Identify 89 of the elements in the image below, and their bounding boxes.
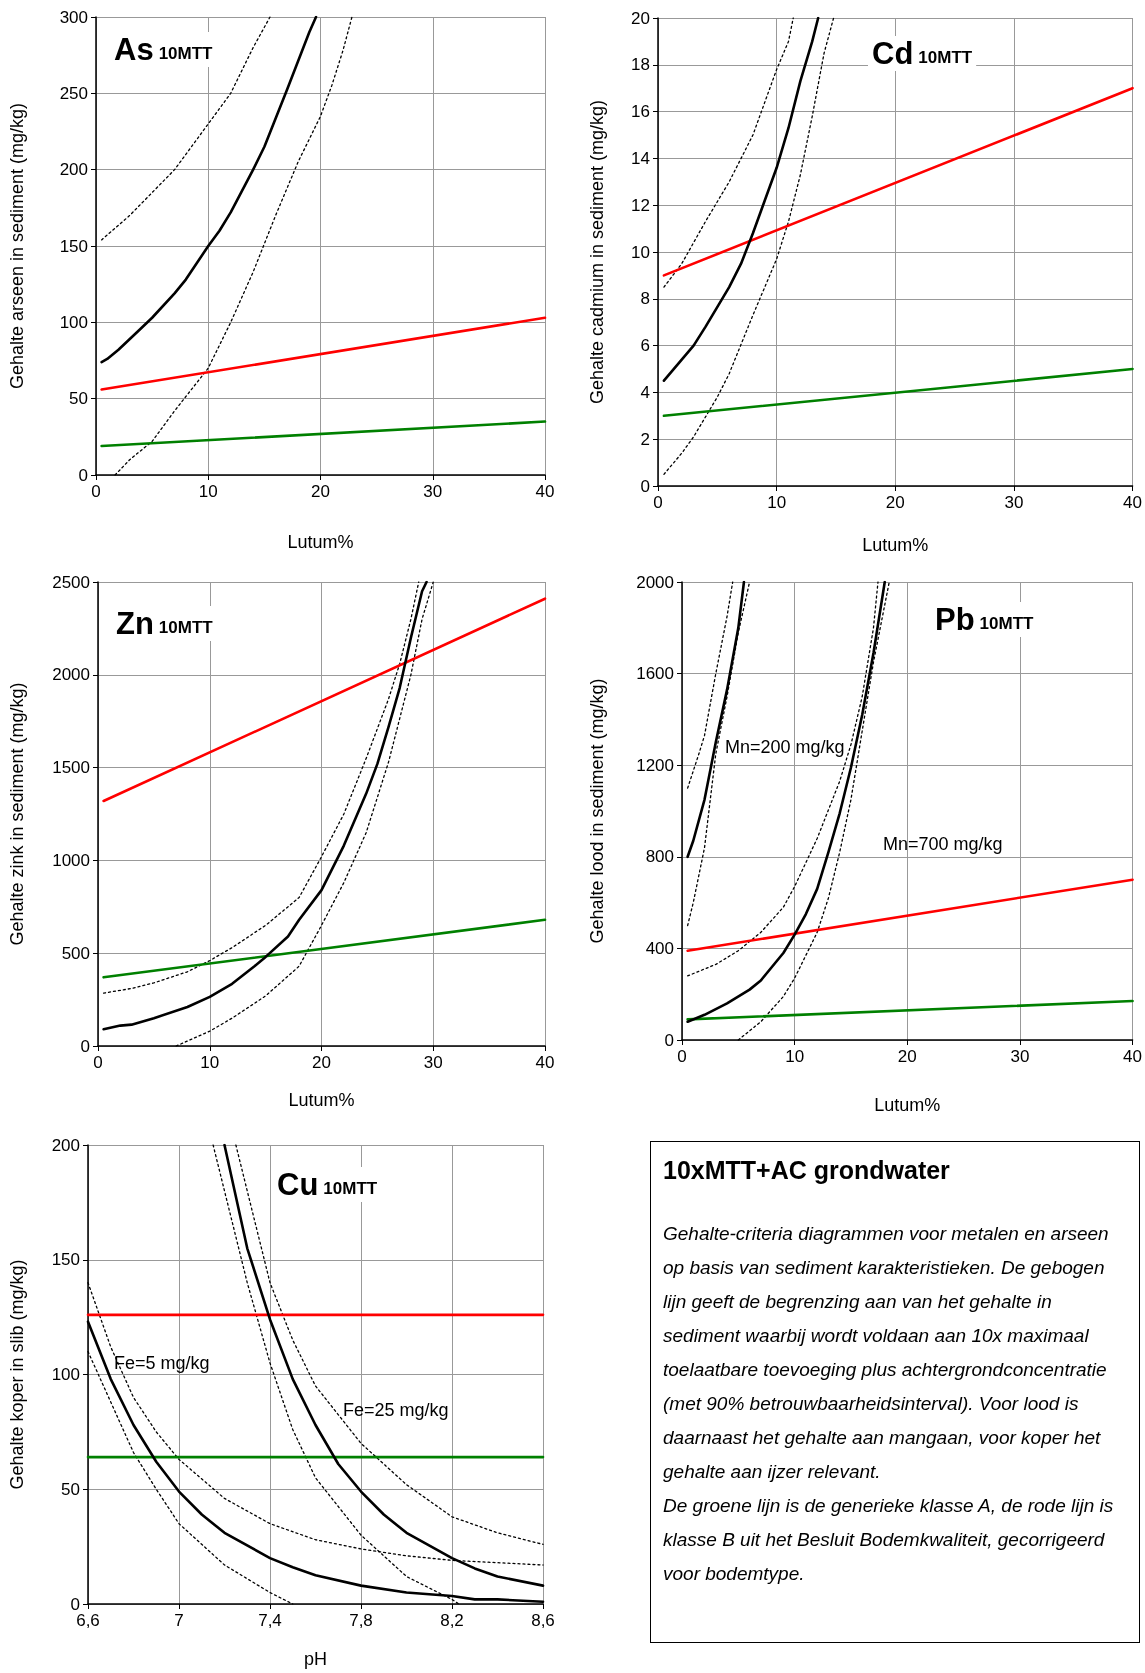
line-series: [663, 17, 835, 475]
x-tick-label: 10: [767, 493, 787, 512]
x-tick-label: 10: [785, 1047, 805, 1066]
x-tick-label: 30: [423, 1053, 443, 1072]
y-tick-label: 0: [664, 1030, 674, 1050]
text: Pb: [935, 602, 975, 637]
y-tick-label: 300: [59, 7, 88, 27]
x-tick-label: 7,4: [258, 1611, 282, 1630]
y-tick-label: 50: [61, 1479, 80, 1499]
x-axis-title: Lutum%: [874, 1095, 941, 1115]
x-tick-label: 20: [311, 482, 330, 501]
y-tick-label: 10: [631, 242, 650, 262]
x-axis-title: Lutum%: [862, 535, 929, 555]
text: Cd: [872, 36, 914, 71]
y-tick-label: 2500: [52, 572, 90, 592]
y-tick-label: 100: [59, 312, 88, 332]
y-tick-label: 0: [78, 465, 88, 485]
annotation: Mn=700 mg/kg: [883, 834, 1003, 854]
y-tick-label: 250: [59, 83, 88, 103]
y-tick-label: 200: [51, 1135, 80, 1155]
text: As: [114, 32, 154, 67]
y-tick-label: 50: [69, 389, 88, 409]
y-tick-label: 20: [631, 8, 650, 28]
x-tick-label: 0: [677, 1047, 687, 1066]
y-axis-title: Gehalte zink in sediment (mg/kg): [7, 682, 27, 946]
x-tick-label: 10: [200, 1053, 220, 1072]
text: Cu: [277, 1167, 319, 1202]
text: 10xMTT+AC grondwater: [663, 1156, 951, 1185]
y-tick-label: 1600: [636, 664, 674, 684]
x-tick-label: 0: [93, 1053, 103, 1072]
x-axis-title: Lutum%: [288, 1090, 355, 1110]
text: 10MTT: [918, 48, 973, 67]
x-tick-label: 40: [1123, 493, 1143, 512]
line-series: [663, 17, 794, 288]
line-series: [100, 15, 318, 364]
y-tick-label: 1000: [52, 850, 90, 870]
y-tick-label: 1200: [636, 755, 674, 775]
x-axis-title: pH: [303, 1649, 328, 1669]
x-axis-title: Lutum%: [287, 532, 354, 552]
y-tick-label: 2000: [636, 572, 674, 592]
x-tick-label: 40: [535, 1053, 555, 1072]
annotation: Mn=200 mg/kg: [725, 737, 845, 757]
y-tick-label: 0: [70, 1594, 80, 1614]
y-axis-title: Gehalte lood in sediment (mg/kg): [587, 678, 607, 944]
x-tick-label: 40: [535, 482, 555, 501]
x-tick-label: 20: [897, 1047, 917, 1066]
annotation: Fe=25 mg/kg: [343, 1400, 449, 1420]
y-tick-label: 1500: [52, 758, 90, 778]
y-tick-label: 500: [61, 943, 90, 963]
y-axis-title: Gehalte cadmium in sediment (mg/kg): [587, 99, 607, 405]
x-tick-label: 20: [885, 493, 905, 512]
text: 10MTT: [158, 44, 214, 63]
line-series: [662, 16, 820, 382]
y-axis-title: Gehalte arseen in sediment (mg/kg): [7, 102, 27, 390]
line-series: [100, 16, 271, 241]
x-tick-label: 20: [312, 1053, 331, 1072]
y-tick-label: 400: [645, 938, 674, 958]
x-tick-label: 7: [174, 1611, 184, 1630]
x-tick-label: 8,6: [531, 1611, 555, 1630]
y-tick-label: 200: [59, 160, 88, 180]
y-tick-label: 18: [631, 55, 650, 75]
x-tick-label: 30: [423, 482, 443, 501]
text: 10MTT: [323, 1179, 378, 1198]
y-tick-label: 150: [51, 1250, 80, 1270]
y-tick-label: 12: [631, 195, 650, 215]
y-tick-label: 14: [631, 148, 650, 168]
y-tick-label: 4: [640, 382, 650, 402]
text: Zn: [116, 606, 154, 641]
y-tick-label: 2: [640, 429, 650, 449]
y-tick-label: 16: [631, 102, 650, 122]
x-tick-label: 30: [1004, 493, 1024, 512]
annotation: Fe=5 mg/kg: [114, 1353, 210, 1373]
x-tick-label: 7,8: [349, 1611, 373, 1630]
y-tick-label: 6: [640, 336, 650, 356]
text: 10MTT: [158, 618, 214, 637]
text: Gehalte-criteria diagrammen voor metalen en arseen op basis van sediment karakteristieken. De gebogen lijn geeft de begrenzing aan van het gehalte in sediment waarbij wordt voldaan aan 10x maximaal toelaatbare toevoeging plus achtergrondconcentratie (met 90% betrouwbaarheidsinterval). Voor lood is daarnaast het gehalte aan mangaan, voor koper het gehalte aan ijzer relevant.: [663, 1222, 1110, 1484]
y-tick-label: 8: [640, 289, 650, 309]
text: De groene lijn is de generieke klasse A, de rode lijn is klasse B uit het Besluit Bodemkwaliteit, gecorrigeerd voor bodemtype.: [663, 1494, 1115, 1586]
text: 10MTT: [979, 614, 1035, 633]
x-tick-label: 30: [1010, 1047, 1030, 1066]
y-tick-label: 800: [645, 847, 674, 867]
y-tick-label: 150: [59, 236, 88, 256]
y-axis-title: Gehalte koper in slib (mg/kg): [7, 1259, 27, 1490]
x-tick-label: 6,6: [76, 1611, 100, 1630]
y-tick-label: 100: [51, 1365, 80, 1384]
x-tick-label: 8,2: [440, 1611, 464, 1630]
y-tick-label: 2000: [52, 665, 90, 685]
x-tick-label: 40: [1123, 1047, 1143, 1066]
x-tick-label: 10: [198, 482, 218, 501]
